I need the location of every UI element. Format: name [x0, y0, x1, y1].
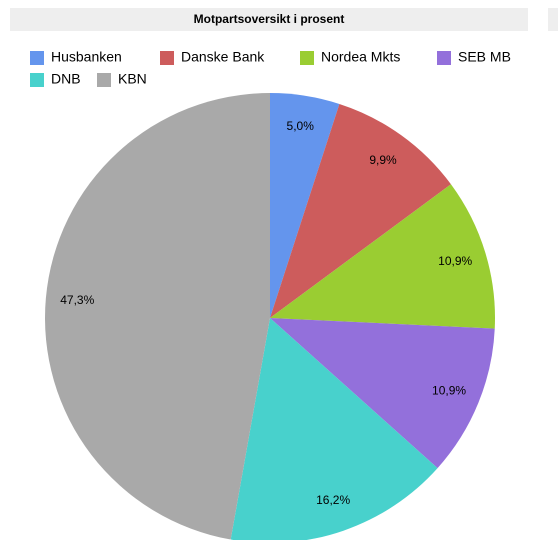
value-label: 10,9%	[432, 384, 466, 398]
pie-slice	[270, 184, 495, 329]
value-label: 10,9%	[438, 254, 472, 268]
legend-label: DNB	[51, 71, 81, 87]
title-bar	[10, 8, 528, 31]
chart-title: Motpartsoversikt i prosent	[194, 12, 345, 26]
pie-slice	[45, 93, 270, 540]
legend-label: Danske Bank	[181, 49, 265, 65]
pie-slice	[270, 103, 451, 319]
value-label: 16,2%	[316, 493, 350, 507]
value-label: 9,9%	[369, 153, 397, 167]
pie-slice	[230, 318, 438, 540]
legend-swatch	[30, 51, 44, 65]
pie-slice	[270, 93, 340, 318]
legend-swatch	[300, 51, 314, 65]
value-label: 5,0%	[287, 119, 315, 133]
legend-swatch	[97, 73, 111, 87]
pie-slice	[270, 318, 495, 469]
value-label: 47,3%	[60, 293, 94, 307]
legend-swatch	[160, 51, 174, 65]
legend-label: SEB MB	[458, 49, 511, 65]
legend-swatch	[30, 73, 44, 87]
legend-label: KBN	[118, 71, 147, 87]
legend-label: Husbanken	[51, 49, 122, 65]
legend-label: Nordea Mkts	[321, 49, 400, 65]
neighbor-panel	[548, 8, 558, 31]
legend-swatch	[437, 51, 451, 65]
